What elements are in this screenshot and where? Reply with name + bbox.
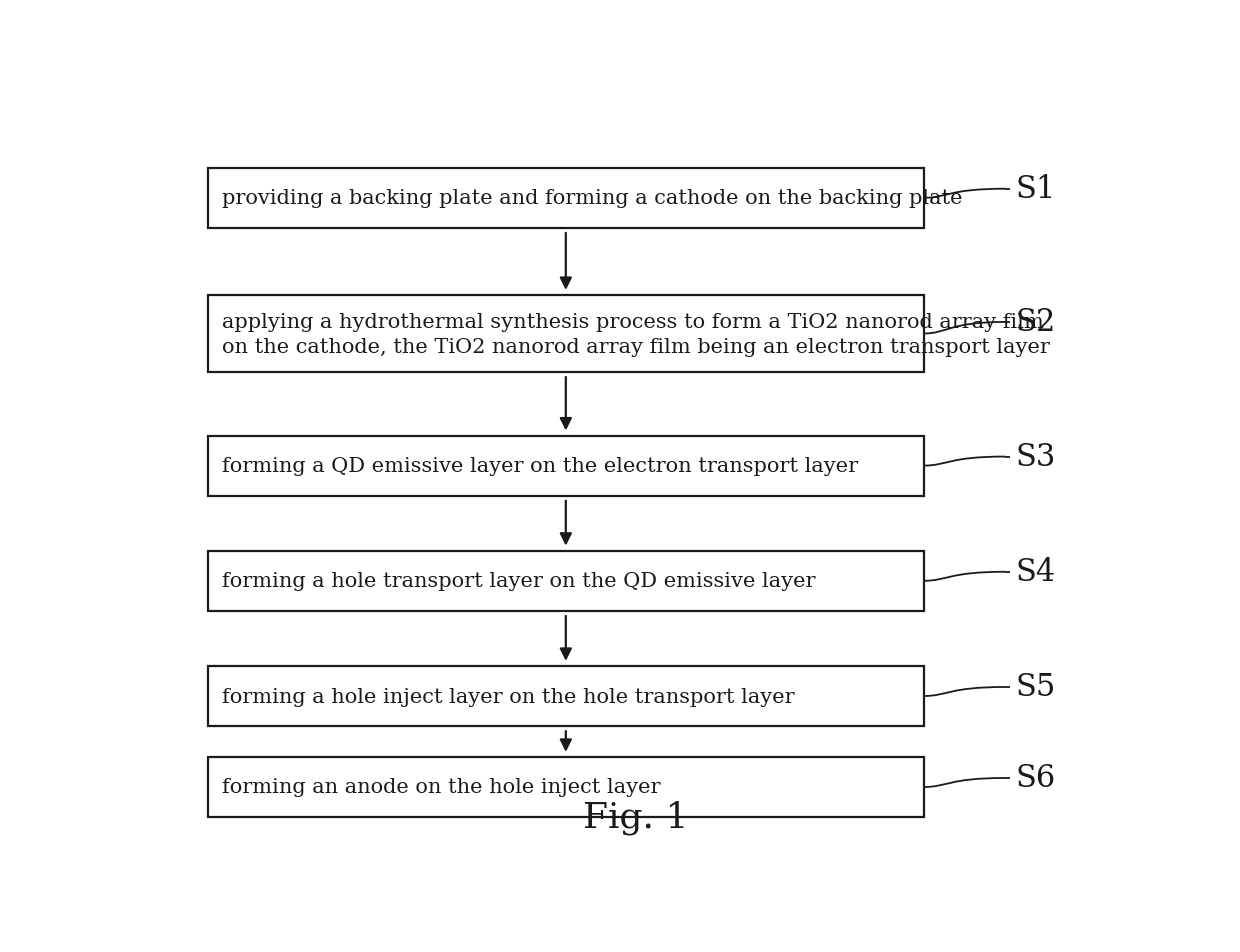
Bar <box>208 666 924 726</box>
Text: S3: S3 <box>1016 442 1055 472</box>
Text: forming a QD emissive layer on the electron transport layer: forming a QD emissive layer on the elect… <box>222 457 858 476</box>
Bar <box>208 757 924 817</box>
Text: S1: S1 <box>1016 174 1055 205</box>
Text: S5: S5 <box>1016 672 1055 703</box>
Text: S4: S4 <box>1016 557 1055 587</box>
Bar <box>208 296 924 372</box>
Text: providing a backing plate and forming a cathode on the backing plate: providing a backing plate and forming a … <box>222 189 962 208</box>
Text: forming a hole inject layer on the hole transport layer: forming a hole inject layer on the hole … <box>222 686 795 705</box>
Text: forming a hole transport layer on the QD emissive layer: forming a hole transport layer on the QD… <box>222 572 816 590</box>
Text: forming an anode on the hole inject layer: forming an anode on the hole inject laye… <box>222 778 661 797</box>
Bar <box>208 169 924 228</box>
Text: applying a hydrothermal synthesis process to form a TiO2 nanorod array film
on t: applying a hydrothermal synthesis proces… <box>222 312 1050 356</box>
Text: S2: S2 <box>1016 307 1055 338</box>
Bar <box>208 551 924 611</box>
Bar <box>208 436 924 496</box>
Text: S6: S6 <box>1016 763 1055 794</box>
Text: Fig. 1: Fig. 1 <box>583 800 688 834</box>
